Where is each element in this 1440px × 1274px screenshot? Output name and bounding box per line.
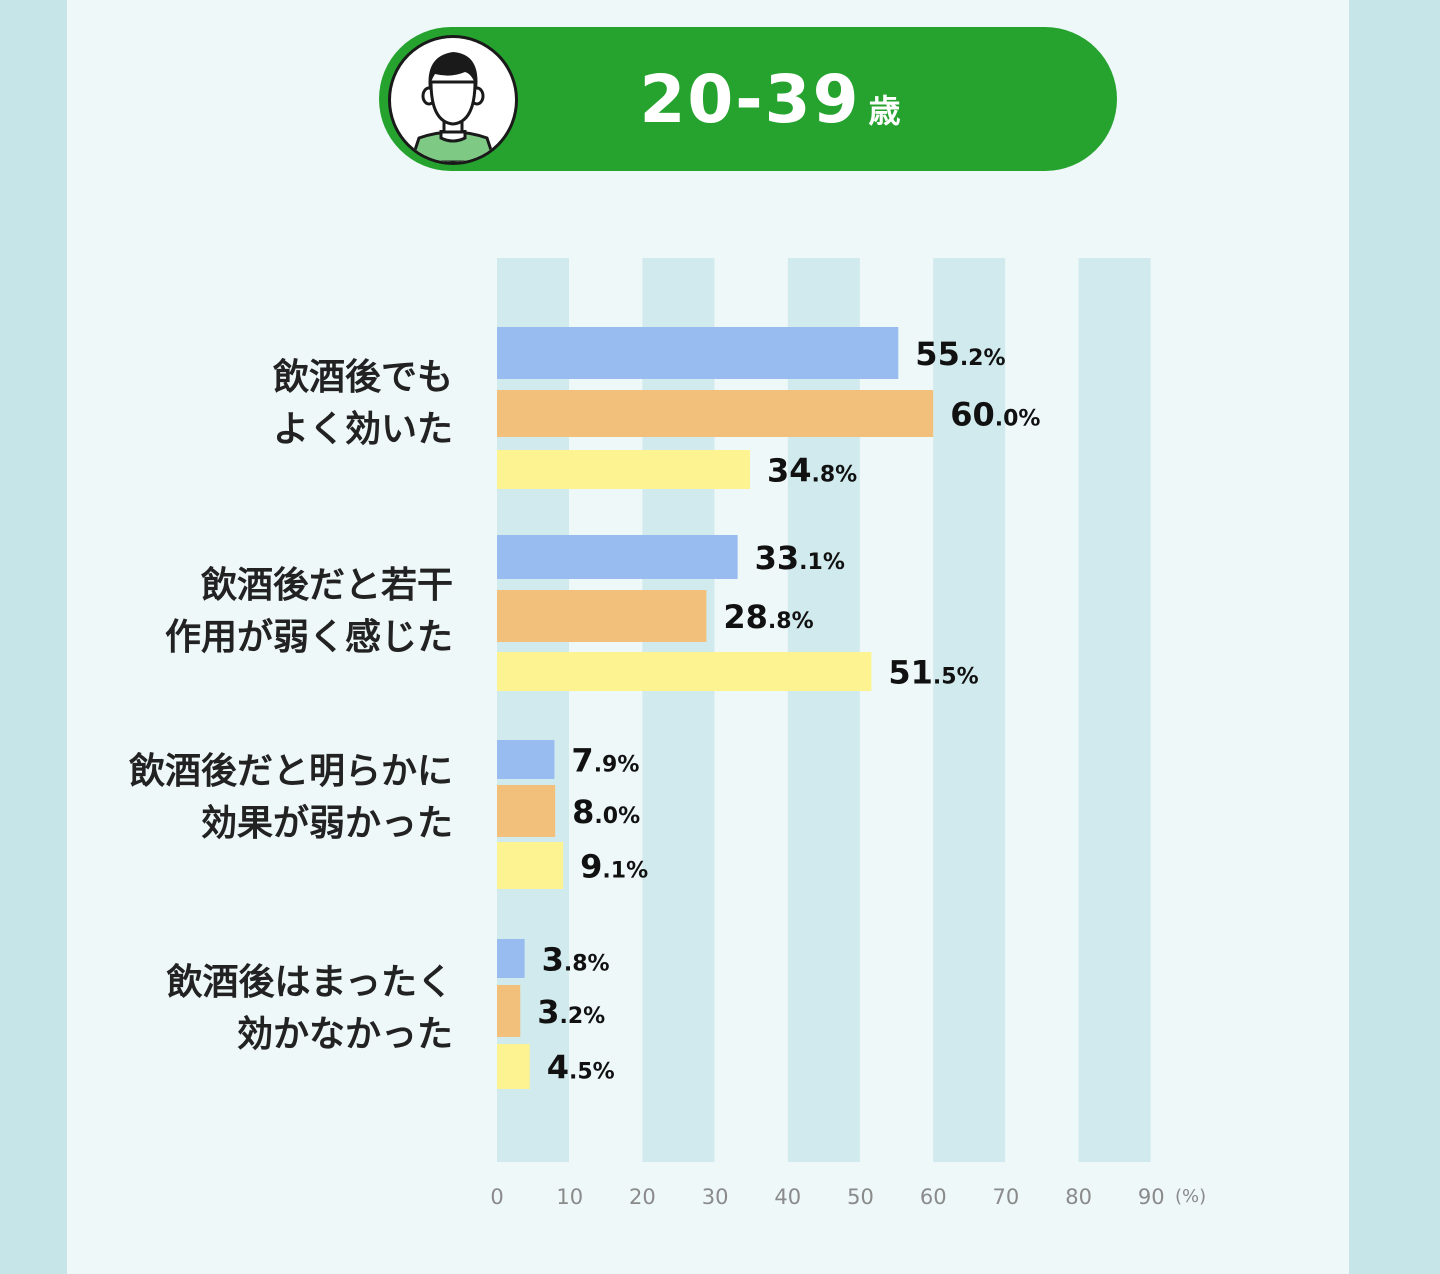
data-label: 3.8%	[542, 941, 610, 979]
data-label: 8.0%	[572, 793, 640, 831]
x-tick-label: 80	[1065, 1185, 1092, 1209]
x-tick-label: 40	[774, 1185, 801, 1209]
bar	[497, 327, 899, 379]
x-unit-label: (%)	[1175, 1186, 1206, 1207]
data-label: 33.1%	[755, 539, 845, 577]
data-label: 55.2%	[915, 335, 1005, 373]
data-label: 4.5%	[547, 1049, 615, 1087]
person-avatar-icon	[388, 35, 518, 165]
x-tick-label: 70	[993, 1185, 1020, 1209]
category-label: 飲酒後だと若干 作用が弱く感じた	[164, 565, 453, 658]
x-tick-label: 20	[629, 1185, 656, 1209]
bar	[497, 535, 738, 579]
grid-band	[933, 258, 1006, 1162]
age-range-number: 20-39	[639, 61, 861, 138]
category-label: 飲酒後でも よく効いた	[272, 357, 453, 450]
grid-band	[1078, 258, 1151, 1162]
bar	[497, 652, 872, 691]
category-label: 飲酒後だと明らかに 効果が弱かった	[128, 751, 453, 844]
x-tick-label: 0	[490, 1185, 503, 1209]
x-tick-label: 50	[847, 1185, 874, 1209]
data-label: 60.0%	[950, 396, 1040, 434]
age-group-title: 20-39 歳	[600, 40, 940, 160]
bar	[497, 390, 934, 437]
bar	[497, 985, 521, 1037]
data-label: 9.1%	[580, 848, 648, 886]
category-label: 飲酒後はまったく 効かなかった	[166, 962, 453, 1055]
data-label: 51.5%	[888, 654, 978, 692]
bar	[497, 939, 525, 978]
age-unit-label: 歳	[868, 92, 901, 130]
x-tick-label: 10	[556, 1185, 583, 1209]
data-label: 28.8%	[723, 598, 813, 636]
bar	[497, 842, 564, 889]
bar	[497, 450, 750, 489]
data-label: 3.2%	[537, 993, 605, 1031]
x-tick-label: 30	[702, 1185, 729, 1209]
bar	[497, 590, 707, 642]
bar	[497, 740, 555, 779]
data-label: 34.8%	[767, 452, 857, 490]
x-tick-label: 90	[1138, 1185, 1165, 1209]
bar	[497, 785, 556, 837]
bar	[497, 1044, 530, 1089]
data-label: 7.9%	[571, 742, 639, 780]
x-tick-label: 60	[920, 1185, 947, 1209]
